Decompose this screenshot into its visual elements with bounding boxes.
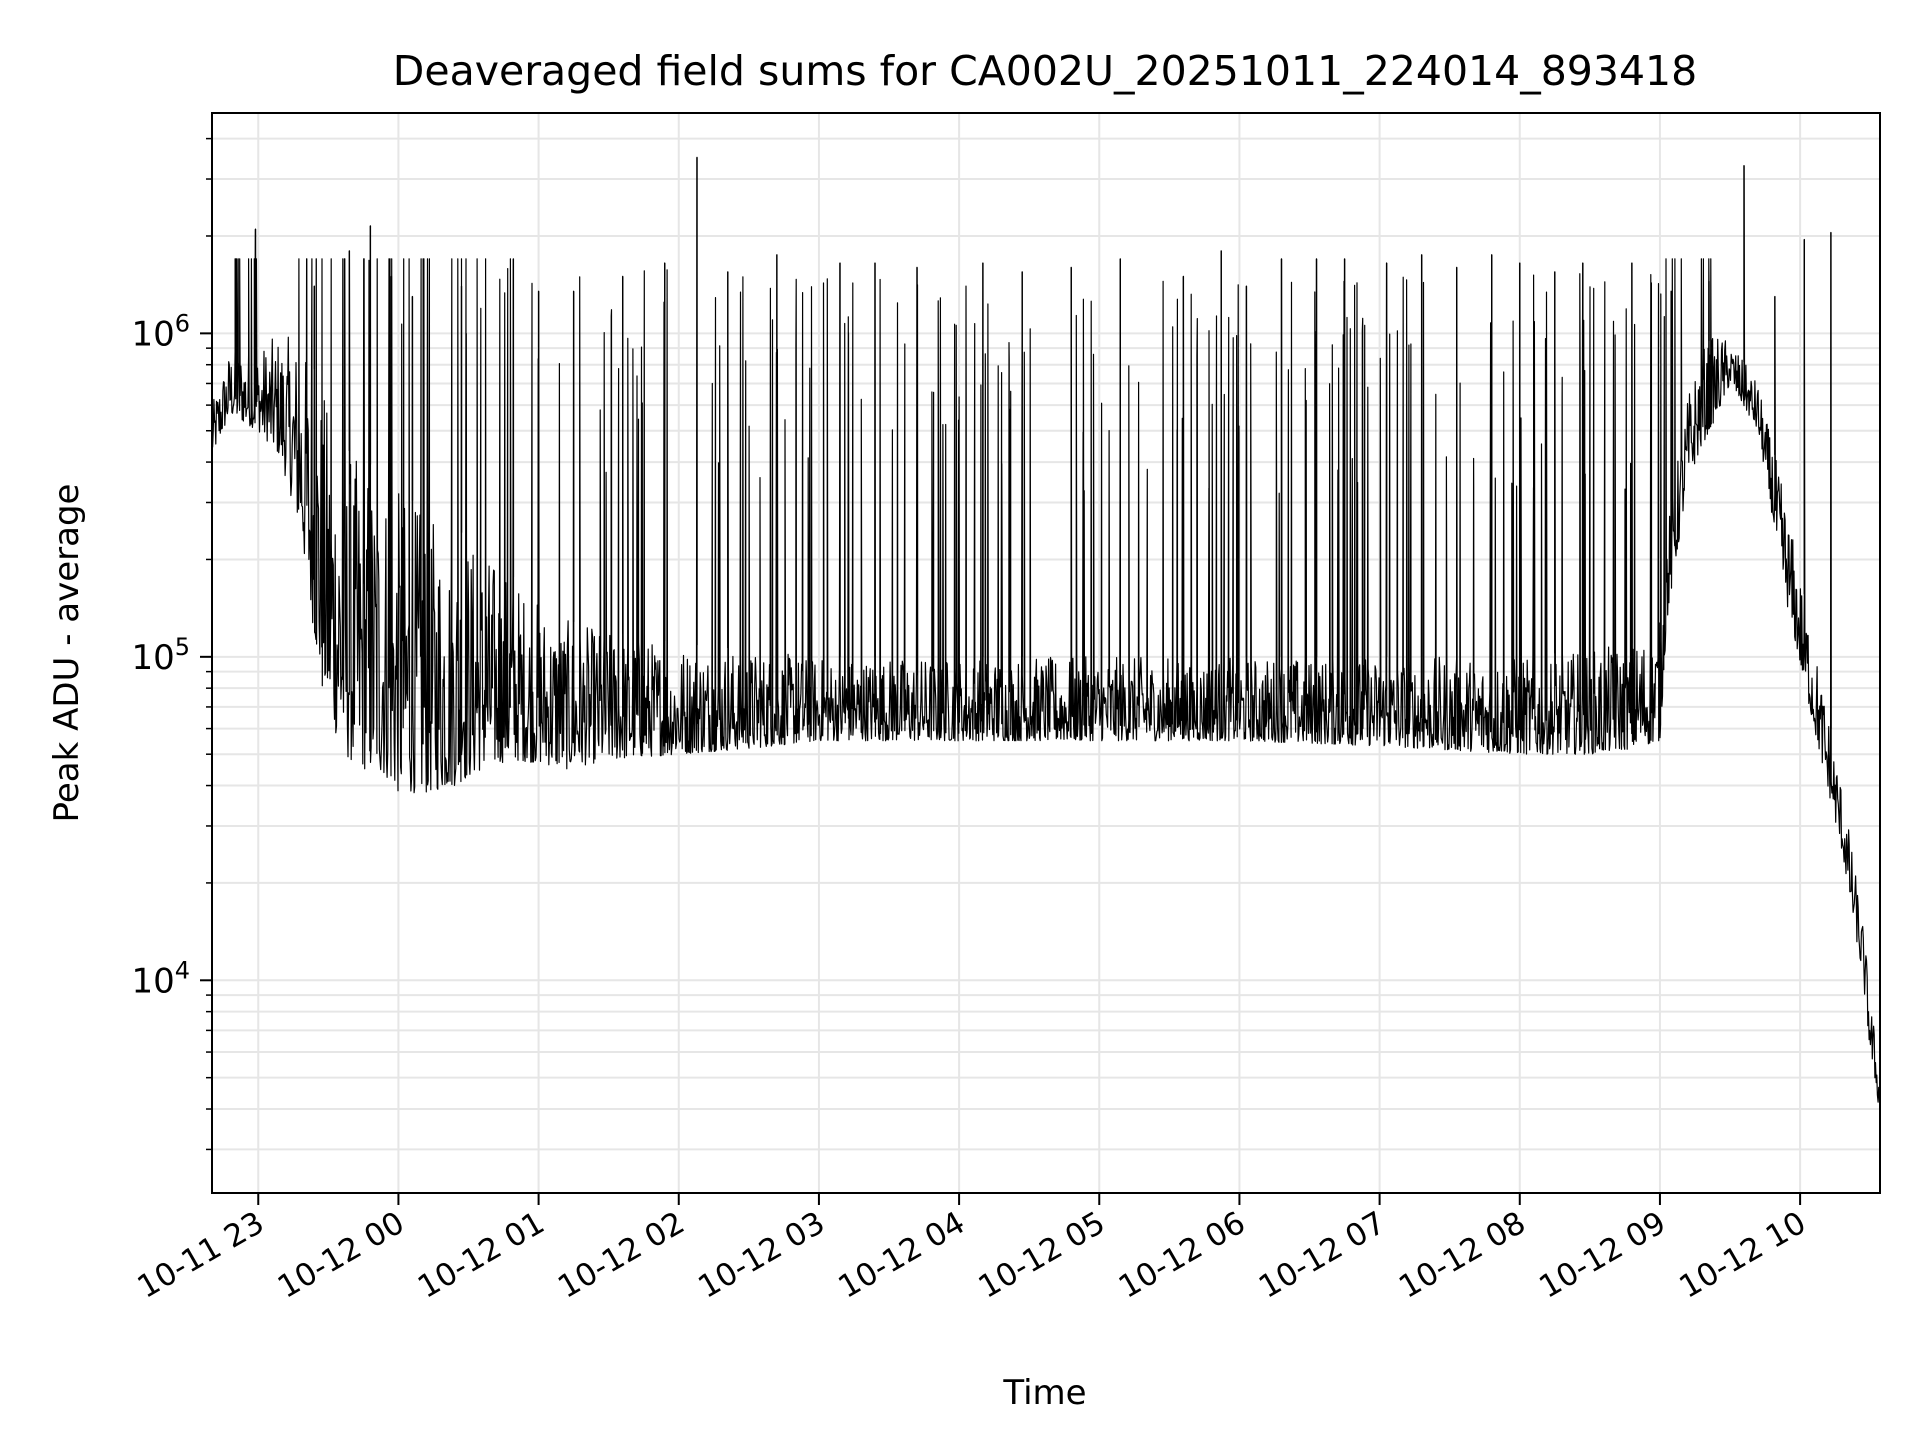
plot-frame <box>211 112 1881 1194</box>
y-tick-label: 106 <box>131 309 190 354</box>
y-tick-label: 104 <box>131 956 190 1001</box>
chart-title: Deaveraged field sums for CA002U_2025101… <box>393 47 1697 95</box>
y-tick-label: 105 <box>131 633 190 678</box>
x-axis-label: Time <box>1002 1373 1086 1413</box>
y-axis-label: Peak ADU - average <box>47 484 87 823</box>
y-axis: 104 105 106 <box>131 137 212 1151</box>
plot-area <box>211 156 1881 1119</box>
series-line <box>211 156 1881 1119</box>
